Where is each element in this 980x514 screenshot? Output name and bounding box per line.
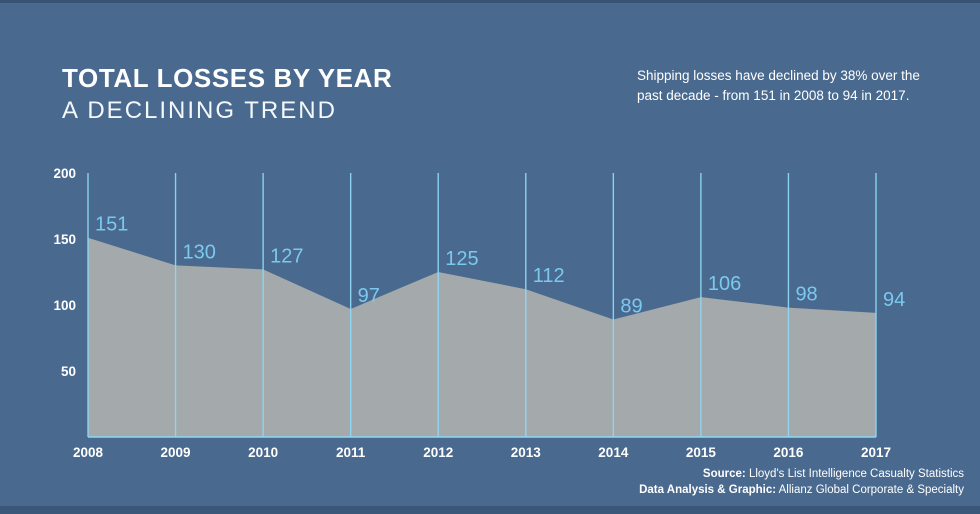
data-label-2009: 130 [183, 241, 216, 263]
data-label-2012: 125 [445, 248, 478, 270]
y-tick-label-150: 150 [53, 232, 76, 247]
x-tick-label-2015: 2015 [686, 445, 717, 460]
summary-text: Shipping losses have declined by 38% ove… [637, 68, 920, 103]
x-tick-label-2017: 2017 [861, 445, 891, 460]
top-edge-shade [0, 0, 980, 3]
x-tick-label-2010: 2010 [248, 445, 278, 460]
x-tick-label-2011: 2011 [336, 445, 366, 460]
credit-line: Data Analysis & Graphic: Allianz Global … [639, 482, 964, 498]
x-tick-label-2009: 2009 [161, 445, 191, 460]
header: TOTAL LOSSES BY YEAR A DECLINING TREND [62, 63, 393, 126]
y-tick-label-200: 200 [53, 166, 76, 181]
y-tick-label-100: 100 [53, 298, 76, 313]
x-tick-label-2016: 2016 [773, 445, 804, 460]
data-label-2013: 112 [533, 265, 565, 287]
bottom-edge-shade [0, 506, 980, 514]
x-tick-label-2014: 2014 [598, 445, 629, 460]
x-tick-label-2012: 2012 [423, 445, 453, 460]
data-label-2014: 89 [620, 296, 642, 318]
source-value: Lloyd's List Intelligence Casualty Stati… [748, 468, 964, 480]
data-label-2010: 127 [270, 245, 303, 267]
page-title: TOTAL LOSSES BY YEAR [62, 63, 393, 93]
credit-label: Data Analysis & Graphic: [639, 484, 777, 496]
y-tick-label-50: 50 [61, 364, 76, 379]
x-tick-label-2013: 2013 [511, 445, 542, 460]
footer-credits: Source: Lloyd's List Intelligence Casual… [639, 466, 964, 498]
data-label-2008: 151 [95, 214, 128, 236]
source-label: Source: [702, 468, 746, 480]
data-label-2011: 97 [358, 285, 380, 307]
data-label-2016: 98 [795, 284, 817, 306]
credit-value: Allianz Global Corporate & Specialty [778, 484, 964, 496]
x-tick-label-2008: 2008 [73, 445, 104, 460]
area-fill [88, 237, 876, 437]
page-subtitle: A DECLINING TREND [62, 96, 337, 124]
source-line: Source: Lloyd's List Intelligence Casual… [639, 466, 964, 482]
data-label-2017: 94 [883, 289, 905, 311]
data-label-2015: 106 [708, 273, 741, 295]
